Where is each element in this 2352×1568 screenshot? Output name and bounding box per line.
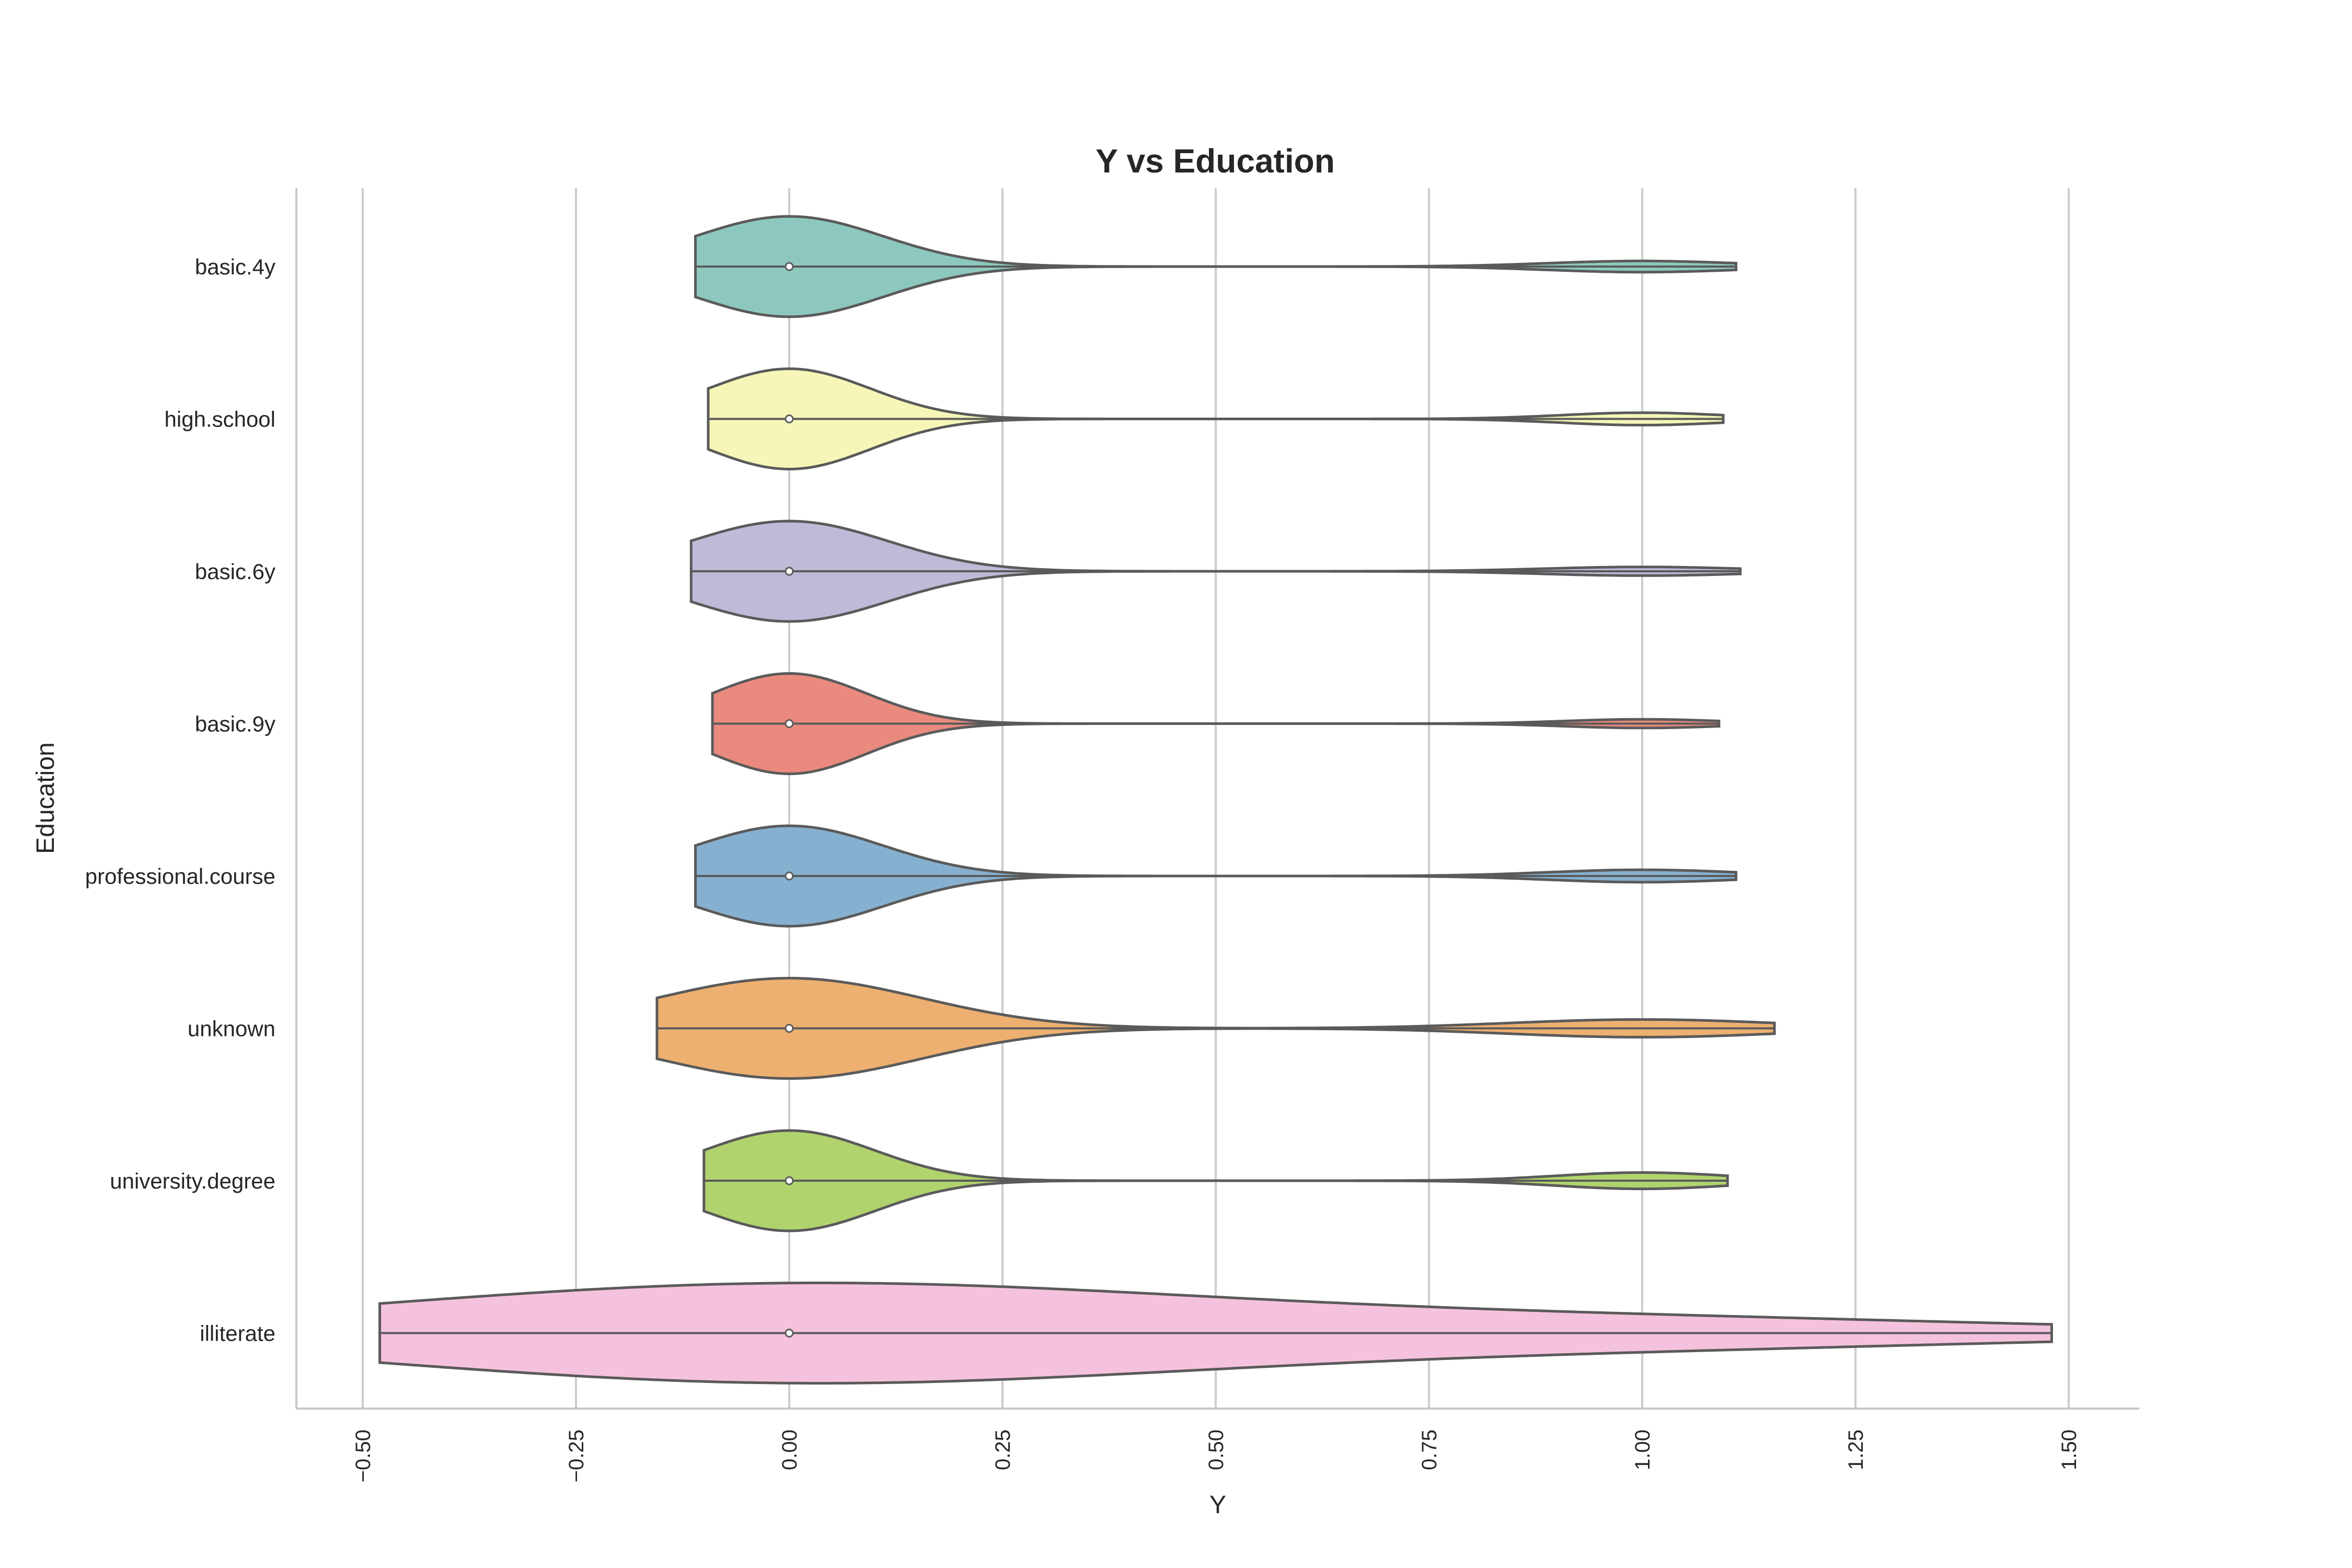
y-category-label: university.degree xyxy=(110,1169,275,1193)
median-point xyxy=(785,262,794,271)
y-category-label: basic.6y xyxy=(195,559,275,584)
median-point xyxy=(785,719,794,728)
x-tick-label: 0.75 xyxy=(1418,1429,1441,1470)
median-point xyxy=(785,414,794,423)
violin-group xyxy=(655,977,1776,1080)
median-point xyxy=(785,567,794,576)
median-point xyxy=(785,871,794,881)
x-tick-labels: −0.50 −0.25 0.00 0.25 0.50 0.75 1.00 1.25 1.50 xyxy=(352,1429,2081,1482)
median-point xyxy=(785,1024,794,1033)
x-tick-label: 0.25 xyxy=(991,1429,1014,1470)
y-category-label: basic.4y xyxy=(195,255,275,279)
violins xyxy=(378,215,2053,1385)
violin-group xyxy=(689,520,1742,623)
y-category-label: professional.course xyxy=(85,864,275,889)
violin-group xyxy=(378,1282,2053,1385)
y-category-label: basic.9y xyxy=(195,712,275,736)
y-category-label: high.school xyxy=(165,407,275,432)
y-category-label: illiterate xyxy=(200,1321,275,1346)
x-tick-label: 0.50 xyxy=(1205,1429,1228,1470)
chart-title: Y vs Education xyxy=(1096,142,1335,180)
violin-group xyxy=(694,824,1737,928)
violin-group xyxy=(702,1129,1729,1232)
median-point xyxy=(785,1176,794,1185)
grid-lines xyxy=(362,188,2070,1409)
x-axis-label: Y xyxy=(1209,1491,1226,1519)
median-point xyxy=(785,1329,794,1338)
x-tick-label: 1.50 xyxy=(2058,1429,2081,1470)
y-category-label: unknown xyxy=(188,1017,275,1041)
y-axis-label: Education xyxy=(32,742,60,854)
x-tick-label: −0.50 xyxy=(352,1429,375,1482)
x-tick-label: 1.00 xyxy=(1631,1429,1654,1470)
violin-group xyxy=(711,672,1721,776)
axes-spines xyxy=(295,188,2139,1410)
violin-group xyxy=(707,367,1725,471)
x-tick-label: 1.25 xyxy=(1844,1429,1867,1470)
x-tick-label: 0.00 xyxy=(778,1429,801,1470)
y-category-labels: basic.4y high.school basic.6y basic.9y profe… xyxy=(85,255,275,1346)
x-tick-label: −0.25 xyxy=(565,1429,588,1482)
violin-group xyxy=(694,215,1737,318)
